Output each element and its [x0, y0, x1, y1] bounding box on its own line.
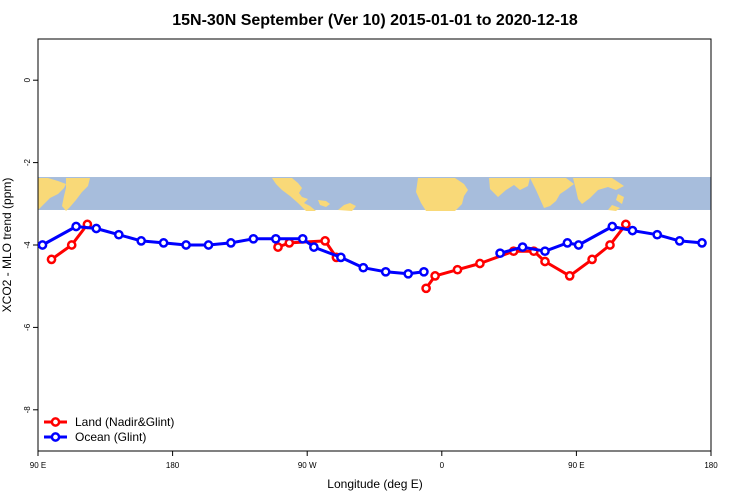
y-axis: 0 -2 -4 -6 -8	[23, 77, 38, 413]
data-point	[540, 256, 550, 267]
data-point	[273, 242, 283, 252]
y-tick-label: -4	[23, 241, 32, 249]
data-point	[587, 254, 597, 265]
series-line	[499, 225, 703, 255]
data-point	[136, 236, 147, 246]
data-point	[66, 240, 77, 250]
y-tick-label: 0	[23, 77, 32, 82]
data-point	[517, 242, 528, 252]
data-point	[358, 262, 369, 273]
legend-label: Ocean (Glint)	[75, 430, 146, 444]
data-point	[652, 229, 663, 240]
legend-swatch-marker	[50, 432, 61, 442]
data-point	[475, 258, 485, 269]
series-layer	[38, 219, 707, 294]
series-1	[38, 221, 707, 279]
y-tick-label: -6	[23, 323, 32, 331]
data-point	[403, 268, 414, 279]
data-point	[203, 240, 214, 250]
data-point	[562, 238, 573, 248]
legend-swatch-marker	[50, 417, 61, 427]
x-tick-label: 0	[440, 461, 445, 470]
x-axis-label: Longitude (deg E)	[327, 477, 422, 491]
data-point	[380, 266, 391, 277]
map-land	[38, 178, 624, 211]
chart-title: 15N-30N September (Ver 10) 2015-01-01 to…	[172, 12, 578, 29]
data-point	[248, 233, 259, 244]
data-point	[336, 252, 346, 263]
data-point	[46, 254, 57, 265]
data-point	[113, 229, 124, 240]
data-point	[297, 233, 308, 244]
x-tick-label: 180	[166, 461, 180, 470]
data-point	[309, 242, 319, 252]
series-0	[46, 219, 631, 294]
data-point	[495, 248, 505, 259]
legend-label: Land (Nadir&Glint)	[75, 415, 174, 429]
data-point	[620, 219, 631, 230]
data-point	[540, 246, 550, 257]
legend: Land (Nadir&Glint)Ocean (Glint)	[44, 415, 174, 444]
data-point	[573, 240, 584, 250]
y-axis-label: XCO2 - MLO trend (ppm)	[0, 178, 14, 313]
data-point	[320, 236, 330, 246]
data-point	[452, 264, 463, 275]
x-tick-label: 90 E	[568, 461, 584, 470]
y-tick-label: -8	[23, 406, 32, 414]
data-point	[421, 283, 431, 294]
data-point	[674, 236, 685, 246]
data-point	[605, 240, 615, 250]
x-tick-label: 180	[704, 461, 718, 470]
data-point	[226, 238, 236, 248]
data-point	[71, 221, 81, 232]
data-point	[181, 240, 191, 250]
data-point	[607, 221, 618, 232]
data-point	[430, 271, 440, 281]
world-map-strip	[38, 177, 711, 211]
data-point	[419, 266, 429, 277]
data-point	[158, 238, 169, 248]
data-point	[91, 223, 102, 234]
data-point	[284, 238, 295, 248]
x-axis: 90 E 180 90 W 0 90 E 180	[30, 451, 718, 470]
x-tick-label: 90 W	[298, 461, 317, 470]
data-point	[38, 240, 48, 250]
data-point	[697, 238, 707, 248]
legend-item: Ocean (Glint)	[44, 430, 146, 444]
legend-item: Land (Nadir&Glint)	[44, 415, 174, 429]
data-point	[564, 271, 575, 281]
data-point	[627, 225, 638, 236]
data-point	[270, 233, 281, 244]
y-tick-label: -2	[23, 158, 32, 166]
x-tick-label: 90 E	[30, 461, 46, 470]
